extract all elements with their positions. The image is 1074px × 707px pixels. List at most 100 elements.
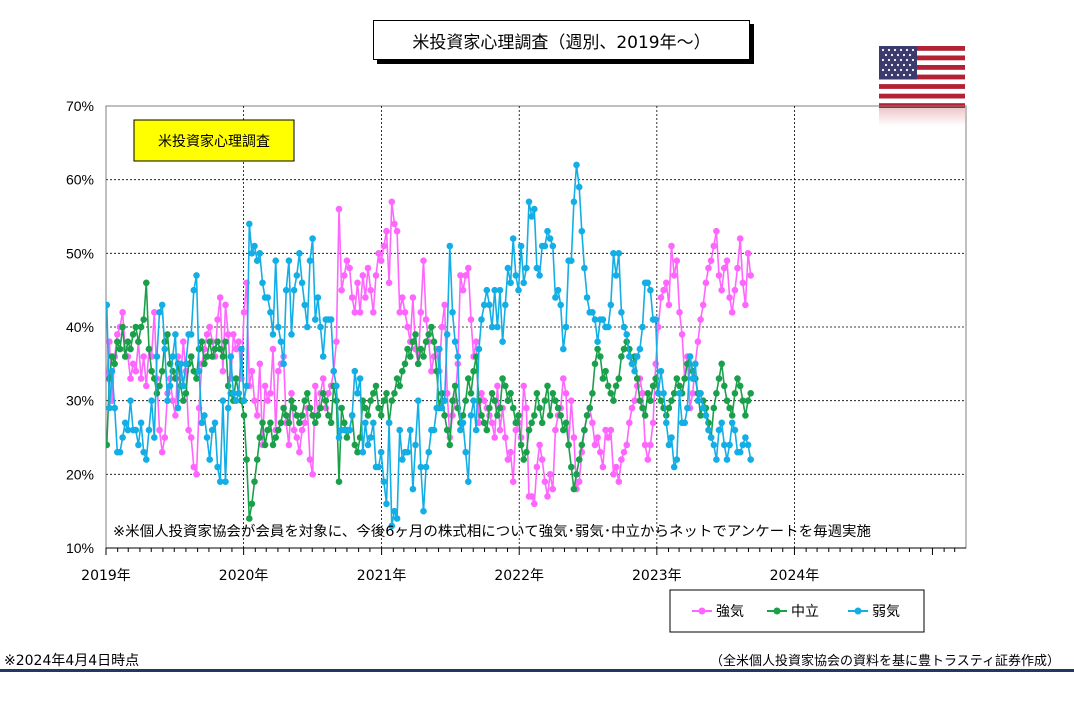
data-point: [491, 434, 499, 441]
data-point: [338, 404, 345, 412]
data-point: [148, 367, 155, 375]
data-point: [275, 367, 282, 375]
data-point: [694, 397, 702, 405]
data-point: [512, 426, 520, 434]
data-point: [686, 353, 694, 360]
data-point: [169, 397, 176, 405]
data-point: [267, 309, 274, 316]
data-point: [568, 397, 575, 405]
data-point: [359, 448, 367, 456]
data-point: [462, 272, 470, 279]
data-point: [436, 345, 443, 353]
data-point: [224, 331, 232, 338]
data-point: [449, 309, 456, 316]
data-point: [641, 412, 649, 419]
data-point: [335, 434, 343, 441]
data-point: [404, 345, 411, 353]
data-point: [314, 412, 322, 419]
data-point: [589, 419, 596, 427]
data-point: [515, 286, 522, 294]
data-point: [541, 478, 549, 486]
data-point: [396, 426, 404, 434]
data-point: [422, 316, 430, 323]
data-point: [552, 397, 559, 405]
footer-divider: [0, 669, 1074, 672]
data-point: [290, 404, 298, 412]
data-point: [478, 390, 485, 397]
data-point: [399, 456, 406, 463]
data-point: [586, 404, 593, 412]
data-point: [560, 426, 567, 434]
survey-note: ※米個人投資家協会が会員を対象に、今後6ヶ月の株式相について強気･弱気･中立から…: [113, 523, 871, 540]
data-point: [290, 426, 298, 434]
data-point: [488, 419, 496, 427]
data-point: [261, 441, 269, 449]
data-point: [377, 412, 385, 419]
data-point: [515, 412, 522, 419]
data-point: [116, 345, 124, 353]
x-tick-label: 2024年: [770, 568, 820, 584]
data-point: [346, 426, 353, 434]
data-point: [114, 331, 121, 338]
data-point: [238, 345, 245, 353]
data-point: [647, 286, 654, 294]
data-point: [612, 382, 620, 390]
data-point: [391, 507, 398, 515]
data-point: [190, 286, 198, 294]
data-point: [161, 345, 169, 353]
data-point: [269, 441, 277, 449]
data-point: [575, 183, 583, 191]
data-point: [132, 367, 140, 375]
data-point: [699, 404, 707, 412]
data-point: [198, 338, 206, 346]
data-point: [288, 397, 295, 405]
data-point: [457, 426, 464, 434]
data-point: [673, 456, 681, 463]
data-point: [533, 463, 541, 471]
data-point: [272, 257, 280, 265]
data-point: [243, 456, 250, 463]
data-point: [541, 242, 549, 250]
data-point: [744, 397, 752, 405]
data-point: [562, 390, 570, 397]
data-point: [665, 301, 673, 309]
data-point: [531, 412, 538, 419]
data-point: [137, 323, 145, 331]
data-point: [293, 412, 301, 419]
data-point: [742, 434, 749, 441]
data-point: [282, 286, 290, 294]
legend-marker: [773, 607, 781, 615]
data-point: [494, 323, 501, 331]
data-point: [520, 382, 527, 390]
data-point: [248, 250, 256, 257]
data-point: [594, 434, 601, 441]
data-point: [319, 390, 327, 397]
data-point: [172, 331, 179, 338]
data-point: [417, 463, 425, 471]
data-point: [494, 412, 501, 419]
data-point: [673, 375, 681, 382]
data-point: [164, 331, 171, 338]
data-point: [285, 419, 293, 427]
data-point: [528, 213, 535, 220]
data-point: [581, 264, 588, 272]
data-point: [589, 309, 596, 316]
data-point: [206, 338, 213, 346]
data-point: [615, 375, 623, 382]
data-point: [219, 367, 227, 375]
data-point: [644, 456, 652, 463]
data-point: [597, 353, 604, 360]
data-point: [496, 426, 504, 434]
data-point: [465, 375, 472, 382]
data-point: [721, 264, 728, 272]
data-point: [224, 404, 232, 412]
data-point: [705, 426, 712, 434]
data-point: [538, 456, 546, 463]
data-point: [591, 316, 599, 323]
data-point: [230, 331, 237, 338]
y-tick-label: 10%: [66, 540, 94, 556]
data-point: [723, 456, 731, 463]
data-point: [509, 404, 517, 412]
data-point: [385, 419, 393, 427]
data-point: [623, 331, 630, 338]
